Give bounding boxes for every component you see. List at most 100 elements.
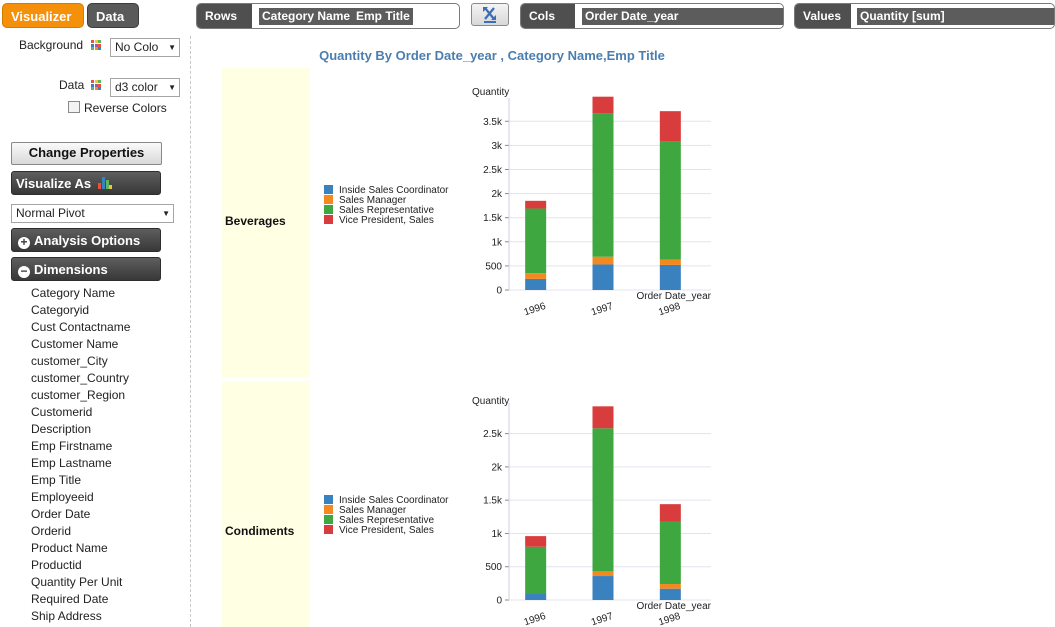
legend-label: Inside Sales Coordinator	[339, 495, 449, 506]
pivot-title: Quantity By Order Date_year , Category N…	[319, 48, 665, 63]
y-tick-label: 2.5k	[483, 165, 503, 176]
palette-icon	[91, 40, 101, 50]
dimension-item[interactable]: Emp Title	[31, 473, 82, 487]
y-tick-label: 0	[496, 596, 502, 607]
legend-label: Sales Representative	[339, 515, 434, 526]
bar-segment	[525, 536, 547, 547]
y-tick-label: 1.5k	[483, 213, 503, 224]
reverse-colors-checkbox[interactable]	[68, 101, 80, 113]
dimension-item[interactable]: Cust Contactname	[31, 320, 131, 334]
legend-label: Sales Representative	[339, 205, 434, 216]
bar-segment	[592, 576, 614, 600]
y-axis-label: Quantity	[472, 396, 509, 407]
dimension-item[interactable]: Order Date	[31, 507, 91, 521]
tab-visualizer[interactable]: Visualizer	[2, 3, 84, 28]
background-select[interactable]: No Colo ▼	[110, 38, 180, 57]
y-tick-label: 0	[496, 286, 502, 297]
rows-pill-emp-title[interactable]: Emp Title	[353, 8, 413, 25]
visualize-as-select[interactable]: Normal Pivot ▼	[11, 204, 174, 223]
cols-pill-order-date-year[interactable]: Order Date_year	[582, 8, 783, 25]
bar-segment	[659, 584, 681, 589]
chevron-down-icon: ▼	[168, 43, 176, 52]
legend-swatch	[324, 215, 333, 224]
dimension-item[interactable]: customer_Country	[31, 371, 130, 385]
dimension-item[interactable]: customer_City	[31, 354, 108, 368]
dimension-item[interactable]: Product Name	[31, 541, 108, 555]
background-label: Background	[19, 38, 84, 52]
dimension-item[interactable]: Quantity Per Unit	[31, 575, 123, 589]
y-tick-label: 1k	[491, 529, 503, 540]
cols-shelf[interactable]: Cols Order Date_year	[520, 3, 784, 29]
dimensions-label: Dimensions	[34, 262, 108, 277]
dimension-item[interactable]: Customer Name	[31, 337, 119, 351]
legend-swatch	[324, 185, 333, 194]
visualize-as-button[interactable]: Visualize As	[11, 171, 161, 195]
dimension-item[interactable]: Required Date	[31, 592, 109, 606]
bar-segment	[525, 594, 547, 600]
bar-segment	[525, 546, 547, 595]
dimensions-button[interactable]: − Dimensions	[11, 257, 161, 281]
row-header-condiments: Condiments	[222, 381, 310, 627]
bar-segment	[592, 256, 614, 265]
chevron-down-icon: ▼	[162, 209, 170, 218]
dimension-item[interactable]: Emp Firstname	[31, 439, 113, 453]
bar-segment	[525, 273, 547, 279]
bar-segment	[659, 264, 681, 290]
values-shelf[interactable]: Values Quantity [sum]	[794, 3, 1055, 29]
rows-shelf[interactable]: Rows Category Name Emp Title	[196, 3, 460, 29]
dimension-item[interactable]: Orderid	[31, 524, 72, 538]
bar-chart-icon	[97, 176, 112, 189]
bar-segment	[592, 406, 614, 429]
legend-swatch	[324, 195, 333, 204]
data-label: Data	[59, 78, 85, 92]
palette-icon	[91, 80, 101, 90]
tab-data[interactable]: Data	[87, 3, 139, 28]
y-tick-label: 1.5k	[483, 496, 503, 507]
y-tick-label: 3k	[491, 141, 503, 152]
y-tick-label: 2k	[491, 189, 503, 200]
legend-label: Sales Manager	[339, 195, 407, 206]
swap-axes-button[interactable]	[471, 3, 509, 26]
y-axis-label: Quantity	[472, 87, 509, 98]
legend-swatch	[324, 495, 333, 504]
data-color-select[interactable]: d3 color ▼	[110, 78, 180, 97]
reverse-colors-label: Reverse Colors	[84, 101, 167, 115]
bar-segment	[525, 208, 547, 274]
dimension-item[interactable]: customer_Region	[31, 388, 126, 402]
dimension-item[interactable]: Categoryid	[31, 303, 90, 317]
dimension-item[interactable]: Emp Lastname	[31, 456, 112, 470]
x-tick-label: 1996	[523, 611, 548, 627]
x-tick-label: 1998	[657, 611, 682, 627]
bar-segment	[592, 428, 614, 572]
bar-segment	[592, 571, 614, 577]
dimension-item[interactable]: Ship Address	[31, 609, 102, 623]
legend-label: Vice President, Sales	[339, 215, 434, 226]
legend-swatch	[324, 505, 333, 514]
visualize-as-label: Visualize As	[16, 176, 92, 191]
bar-segment	[592, 96, 614, 114]
bar-segment	[659, 504, 681, 522]
dimension-item[interactable]: Productid	[31, 558, 82, 572]
row-header-label: Condiments	[225, 524, 295, 538]
bar-segment	[659, 259, 681, 265]
analysis-options-label: Analysis Options	[34, 233, 141, 248]
dimension-item[interactable]: Description	[31, 422, 92, 436]
dimension-item[interactable]: Employeeid	[31, 490, 94, 504]
bar-segment	[525, 200, 547, 209]
dimension-item[interactable]: Customerid	[31, 405, 93, 419]
analysis-options-button[interactable]: + Analysis Options	[11, 228, 161, 252]
legend-label: Sales Manager	[339, 505, 407, 516]
values-pill-quantity-sum[interactable]: Quantity [sum]	[857, 8, 1054, 25]
x-axis-label: Order Date_year	[637, 601, 712, 612]
row-header-label: Beverages	[225, 214, 286, 228]
rows-pill-category-name[interactable]: Category Name	[259, 8, 354, 25]
y-tick-label: 2k	[491, 462, 503, 473]
data-color-select-value: d3 color	[115, 80, 158, 94]
bar-segment	[592, 113, 614, 257]
change-properties-button[interactable]: Change Properties	[11, 142, 162, 165]
dimension-item[interactable]: Category Name	[31, 286, 116, 300]
y-tick-label: 2.5k	[483, 429, 503, 440]
y-tick-label: 500	[485, 261, 502, 272]
